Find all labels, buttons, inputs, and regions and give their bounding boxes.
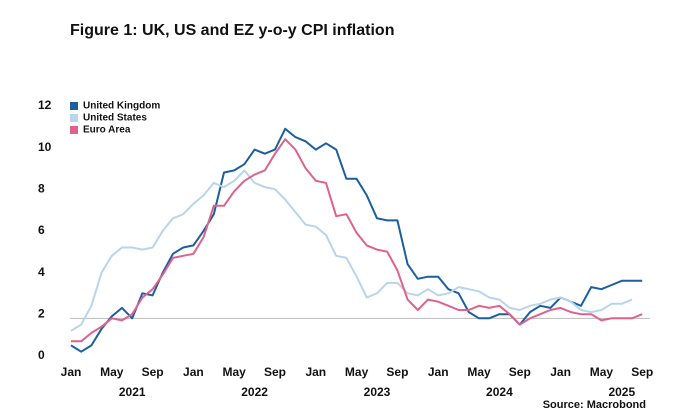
x-tick-label: Jan	[183, 365, 204, 379]
x-tick-label: Jan	[305, 365, 326, 379]
x-tick-label: Sep	[386, 365, 408, 379]
legend-swatch	[70, 114, 78, 122]
x-tick-label: Sep	[264, 365, 286, 379]
chart-title: Figure 1: UK, US and EZ y-o-y CPI inflat…	[70, 22, 394, 39]
x-tick-label: Sep	[631, 365, 653, 379]
y-tick-label: 6	[38, 223, 45, 237]
x-tick-label: Jan	[550, 365, 571, 379]
x-tick-label: May	[100, 365, 124, 379]
x-tick-label: Jan	[428, 365, 449, 379]
y-tick-label: 12	[38, 98, 52, 112]
y-tick-label: 0	[38, 348, 45, 362]
y-tick-label: 4	[38, 265, 45, 279]
legend-label: United Kingdom	[83, 101, 160, 112]
y-tick-label: 2	[38, 307, 45, 321]
legend-label: United States	[83, 113, 147, 124]
x-tick-label: Sep	[142, 365, 164, 379]
legend-swatch	[70, 126, 78, 134]
x-tick-label: May	[223, 365, 247, 379]
x-tick-label: Jan	[61, 365, 82, 379]
x-tick-label: May	[590, 365, 614, 379]
year-label: 2024	[486, 385, 513, 399]
source: Source: Macrobond	[543, 399, 646, 411]
x-tick-label: Sep	[509, 365, 531, 379]
series-line	[71, 138, 643, 343]
legend-swatch	[70, 102, 78, 110]
year-label: 2025	[608, 385, 635, 399]
year-label: 2022	[241, 385, 268, 399]
year-label: 2021	[119, 385, 146, 399]
y-tick-label: 10	[38, 140, 52, 154]
x-tick-label: May	[345, 365, 369, 379]
series-line	[70, 127, 643, 353]
legend-label: Euro Area	[83, 125, 131, 136]
year-label: 2023	[364, 385, 391, 399]
x-tick-label: May	[467, 365, 491, 379]
series-line	[70, 169, 633, 332]
y-tick-label: 8	[38, 182, 45, 196]
